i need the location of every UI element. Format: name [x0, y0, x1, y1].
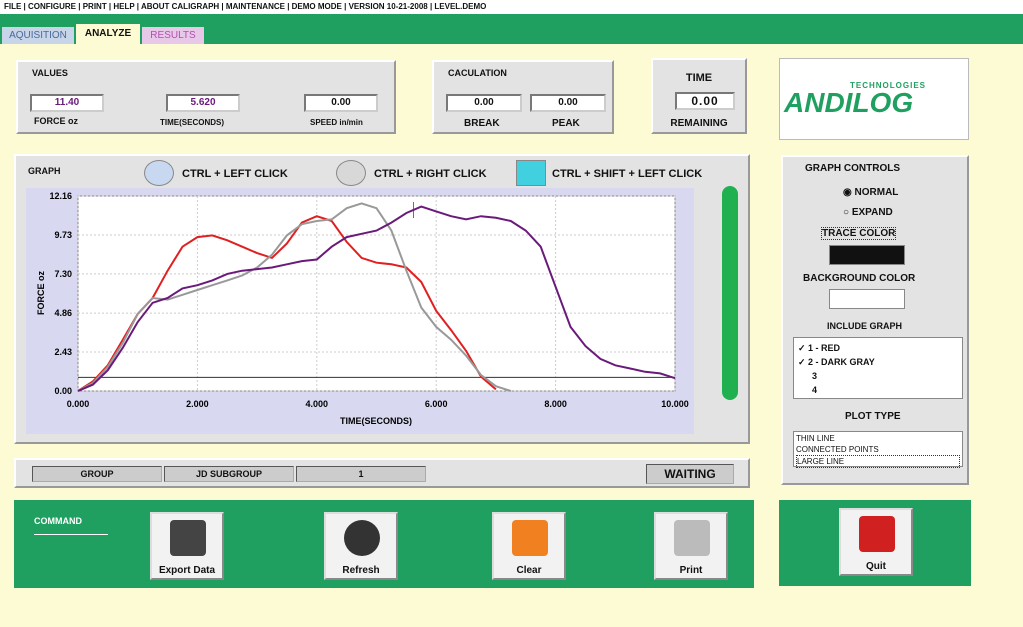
value-field: 0.00	[304, 94, 378, 112]
field-label: FORCE oz	[34, 116, 78, 126]
refresh-button[interactable]: Refresh	[324, 512, 398, 580]
pan-icon[interactable]	[516, 160, 546, 186]
x-tick-label: 0.000	[67, 399, 90, 409]
clear-button[interactable]: Clear	[492, 512, 566, 580]
button-label: Refresh	[342, 565, 380, 576]
quit-panel: Quit	[779, 500, 971, 586]
radio-label: EXPAND	[851, 207, 893, 218]
logo-brand: ANDILOG	[784, 87, 914, 118]
list-item[interactable]: ✓ 1 - RED	[798, 343, 841, 353]
panel-title: TIME	[685, 72, 713, 84]
x-tick-label: 8.000	[544, 399, 567, 409]
value-field: 0.00	[530, 94, 606, 112]
radio-expand[interactable]: ○ EXPAND	[843, 207, 893, 218]
y-axis-label: FORCE oz	[36, 271, 46, 315]
field-label: REMAINING	[670, 118, 728, 129]
tab[interactable]: AQUISITION	[2, 27, 74, 44]
status-bar: GROUP JD SUBGROUP 1 WAITING	[14, 458, 750, 488]
tab-active[interactable]: ANALYZE	[76, 24, 140, 44]
logo-tagline: TECHNOLOGIES	[850, 81, 927, 90]
list-item[interactable]: 4	[812, 385, 818, 395]
x-tick-label: 2.000	[186, 399, 209, 409]
value-field: 0.00	[675, 92, 735, 110]
button-label: Clear	[516, 565, 542, 576]
tab[interactable]: RESULTS	[142, 27, 204, 44]
item-text: 2 - DARK GRAY	[808, 357, 875, 367]
status-cell: 1	[296, 466, 426, 482]
y-tick-label: 7.30	[54, 269, 72, 279]
button-label: Quit	[866, 561, 886, 572]
field-label: BREAK	[464, 118, 500, 129]
x-tick-label: 6.000	[425, 399, 448, 409]
field-label: PEAK	[552, 118, 580, 129]
value-field: 5.620	[166, 94, 240, 112]
label: PLOT TYPE	[845, 411, 901, 422]
label: BACKGROUND COLOR	[803, 273, 916, 284]
y-tick-label: 4.86	[54, 308, 72, 318]
list-item[interactable]: THIN LINE	[796, 434, 835, 443]
radio-label: NORMAL	[854, 187, 899, 198]
bg-color-swatch[interactable]	[829, 289, 905, 309]
quit-button[interactable]: Quit	[839, 508, 913, 576]
y-tick-label: 0.00	[54, 386, 72, 396]
hint: CTRL + SHIFT + LEFT CLICK	[552, 168, 703, 180]
list-item[interactable]: CONNECTED POINTS	[796, 445, 879, 454]
list-item[interactable]: LARGE LINE	[796, 455, 960, 468]
y-tick-label: 2.43	[54, 347, 72, 357]
values-panel: VALUES 11.40 FORCE oz 5.620 TIME(SECONDS…	[16, 60, 396, 134]
field-label: TIME(SECONDS)	[160, 118, 224, 127]
button-label: Print	[679, 565, 703, 576]
y-tick-label: 9.73	[54, 230, 72, 240]
list-item[interactable]: 3	[812, 371, 818, 381]
series-line	[77, 205, 676, 392]
field-label: SPEED in/min	[310, 118, 363, 127]
panel-title: GRAPH CONTROLS	[805, 163, 900, 174]
value-field: 0.00	[446, 94, 522, 112]
logo: TECHNOLOGIES ANDILOG	[779, 58, 969, 140]
panel-title: GRAPH	[28, 166, 61, 176]
list-item[interactable]: ✓ 2 - DARK GRAY	[798, 357, 875, 367]
export-button[interactable]: Export Data	[150, 512, 224, 580]
x-axis-label: TIME(SECONDS)	[340, 416, 412, 426]
value-field: 11.40	[30, 94, 104, 112]
y-tick-label: 12.16	[49, 191, 72, 201]
command-panel: COMMAND Export Data Refresh Clear Print	[14, 500, 754, 588]
status-cell: JD SUBGROUP	[164, 466, 294, 482]
x-tick-label: 10.000	[661, 399, 689, 409]
calculation-panel: CACULATION 0.00 BREAK 0.00 PEAK	[432, 60, 614, 134]
status-cell: GROUP	[32, 466, 162, 482]
label: INCLUDE GRAPH	[827, 321, 903, 331]
panel-title: COMMAND	[34, 516, 108, 535]
item-text: 1 - RED	[808, 343, 841, 353]
plot-type-list[interactable]: THIN LINE CONNECTED POINTS LARGE LINE	[793, 431, 963, 468]
x-tick-label: 4.000	[306, 399, 329, 409]
series-line	[77, 202, 512, 392]
trace-color-swatch[interactable]	[829, 245, 905, 265]
time-panel: TIME 0.00 REMAINING	[651, 58, 747, 134]
panel-title: VALUES	[32, 68, 68, 78]
hint: CTRL + RIGHT CLICK	[374, 168, 487, 180]
button-label: Export Data	[158, 565, 216, 576]
plot-area	[77, 195, 676, 392]
panel-title: CACULATION	[448, 68, 507, 78]
radio-normal[interactable]: ◉ NORMAL	[843, 187, 899, 198]
include-list[interactable]: ✓ 1 - RED ✓ 2 - DARK GRAY 3 4	[793, 337, 963, 399]
label: TRACE COLOR	[821, 227, 897, 240]
status-state: WAITING	[646, 464, 734, 484]
menu-bar[interactable]: FILE | CONFIGURE | PRINT | HELP | ABOUT …	[0, 0, 1023, 14]
level-bar	[722, 186, 738, 400]
print-button[interactable]: Print	[654, 512, 728, 580]
graph-controls: GRAPH CONTROLS ◉ NORMAL ○ EXPAND TRACE C…	[781, 155, 969, 485]
zoom-in-icon[interactable]	[144, 160, 174, 186]
hint: CTRL + LEFT CLICK	[182, 168, 288, 180]
zoom-out-icon[interactable]	[336, 160, 366, 186]
